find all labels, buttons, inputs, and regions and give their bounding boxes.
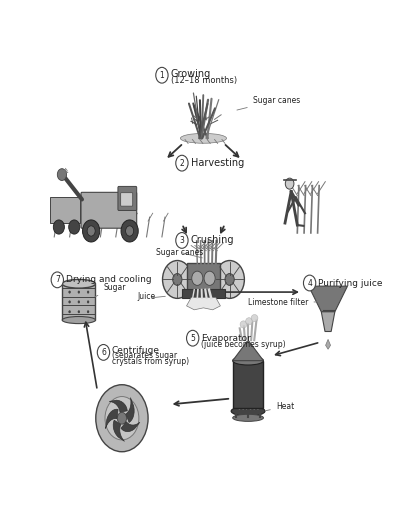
Circle shape — [78, 311, 80, 313]
FancyBboxPatch shape — [81, 193, 137, 228]
Circle shape — [96, 385, 148, 452]
Polygon shape — [109, 400, 127, 412]
FancyBboxPatch shape — [118, 186, 137, 210]
Circle shape — [215, 261, 245, 298]
Circle shape — [285, 178, 294, 189]
Circle shape — [57, 168, 67, 181]
Circle shape — [204, 271, 215, 285]
Text: 5: 5 — [190, 334, 195, 343]
Polygon shape — [309, 286, 347, 312]
Circle shape — [87, 226, 95, 236]
Text: Sugar: Sugar — [95, 283, 126, 297]
Circle shape — [192, 271, 203, 285]
Circle shape — [78, 301, 80, 303]
Ellipse shape — [246, 317, 252, 325]
Polygon shape — [121, 422, 140, 432]
Text: 6: 6 — [101, 348, 106, 357]
Circle shape — [69, 301, 71, 303]
Circle shape — [69, 311, 71, 313]
Text: 7: 7 — [55, 275, 60, 284]
Text: Centrifuge: Centrifuge — [112, 346, 160, 354]
Text: Harvesting: Harvesting — [191, 158, 244, 168]
Ellipse shape — [251, 314, 258, 322]
Polygon shape — [113, 420, 125, 441]
Polygon shape — [126, 398, 134, 422]
Circle shape — [97, 345, 110, 360]
Text: 4: 4 — [307, 279, 312, 288]
Ellipse shape — [180, 134, 227, 143]
Ellipse shape — [231, 406, 265, 416]
Circle shape — [118, 412, 127, 424]
FancyBboxPatch shape — [121, 193, 133, 206]
Text: crystals from syrup): crystals from syrup) — [112, 356, 189, 366]
Circle shape — [69, 291, 71, 293]
FancyBboxPatch shape — [50, 198, 80, 223]
Polygon shape — [326, 339, 331, 349]
Circle shape — [121, 220, 138, 242]
Text: Limestone filter: Limestone filter — [248, 298, 317, 307]
Text: Juice: Juice — [137, 292, 156, 301]
Text: Sugar canes: Sugar canes — [237, 96, 300, 110]
FancyBboxPatch shape — [62, 284, 95, 320]
Text: (12–18 months): (12–18 months) — [171, 76, 237, 85]
FancyBboxPatch shape — [187, 263, 220, 290]
Circle shape — [125, 226, 134, 236]
Text: Growing: Growing — [171, 70, 211, 79]
Text: (juice becomes syrup): (juice becomes syrup) — [201, 339, 285, 349]
Text: 3: 3 — [179, 236, 184, 245]
Circle shape — [78, 291, 80, 293]
Text: Drying and cooling: Drying and cooling — [66, 275, 151, 284]
Polygon shape — [233, 340, 264, 360]
Circle shape — [105, 396, 139, 440]
Text: Crushing: Crushing — [191, 236, 234, 245]
Circle shape — [176, 155, 188, 171]
Ellipse shape — [240, 321, 247, 328]
Circle shape — [87, 311, 89, 313]
Text: 1: 1 — [160, 71, 164, 80]
Polygon shape — [187, 297, 220, 310]
Polygon shape — [106, 409, 118, 429]
Circle shape — [53, 220, 64, 234]
Circle shape — [69, 220, 80, 234]
Polygon shape — [321, 312, 335, 331]
Text: 2: 2 — [179, 159, 184, 167]
Circle shape — [187, 330, 199, 346]
Circle shape — [51, 272, 64, 288]
Text: (separates sugar: (separates sugar — [112, 351, 177, 360]
Ellipse shape — [62, 280, 95, 288]
Circle shape — [173, 273, 182, 285]
Circle shape — [156, 68, 168, 83]
Ellipse shape — [233, 356, 264, 365]
Circle shape — [87, 291, 89, 293]
Circle shape — [83, 220, 100, 242]
Ellipse shape — [62, 316, 95, 324]
FancyBboxPatch shape — [233, 361, 264, 409]
FancyBboxPatch shape — [182, 289, 225, 298]
Ellipse shape — [233, 414, 264, 421]
Text: Heat: Heat — [266, 402, 294, 411]
Text: Sugar canes: Sugar canes — [156, 248, 203, 258]
Circle shape — [162, 261, 192, 298]
Circle shape — [87, 301, 89, 303]
Text: Purifying juice: Purifying juice — [318, 279, 382, 288]
Circle shape — [225, 273, 234, 285]
Text: Evaporator: Evaporator — [201, 334, 251, 343]
Circle shape — [303, 275, 316, 291]
Circle shape — [176, 232, 188, 248]
